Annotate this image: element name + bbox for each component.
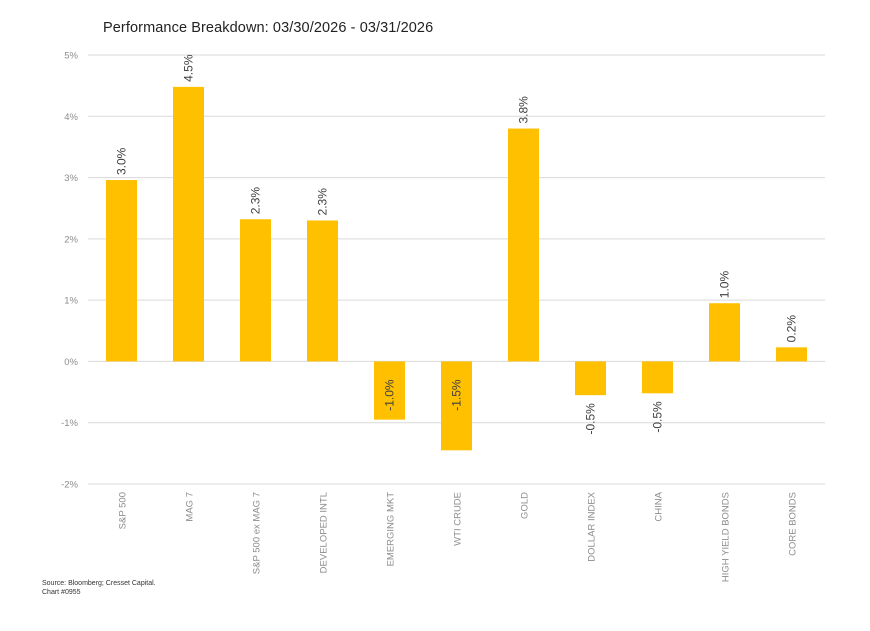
y-tick-label: 3% [64,173,78,184]
x-axis-ticks: S&P 500 MAG 7 S&P 500 ex MAG 7 DEVELOPED IN… [118,491,799,582]
y-tick-label: -2% [61,480,78,491]
bar [642,361,673,394]
data-label: 4.5% [182,54,196,82]
x-tick-label: HIGH YIELD BONDS [721,492,732,582]
data-label: 0.2% [785,315,799,343]
source-note: Source: Bloomberg; Cresset Capital. Char… [42,579,156,597]
bar [709,303,740,362]
data-label: 3.0% [115,147,129,175]
x-tick-label: CHINA [654,491,665,521]
chart-title: Performance Breakdown: 03/30/2026 - 03/3… [103,20,434,36]
data-label: 3.8% [517,96,531,124]
data-label: -0.5% [584,403,598,435]
x-tick-label: S&P 500 [118,492,129,529]
source-line: Source: Bloomberg; Cresset Capital. [42,580,156,587]
y-tick-label: 4% [64,112,78,123]
data-label: -0.5% [651,401,665,433]
bar [307,220,338,362]
y-tick-label: 1% [64,296,78,307]
x-tick-label: S&P 500 ex MAG 7 [252,492,263,574]
bar [776,347,807,362]
data-label: 2.3% [249,187,263,215]
data-labels: 3.0% 4.5% 2.3% 2.3% -1.0% -1.5% 3.8% -0.5% -0.5%… [115,54,799,434]
data-label: 1.0% [718,271,732,299]
bar [173,86,204,362]
x-tick-label: EMERGING MKT [386,492,397,567]
bar [441,361,472,451]
data-label: -1.5% [450,379,464,411]
bar [106,180,137,362]
x-tick-label: DEVELOPED INTL [319,492,330,573]
x-tick-label: DOLLAR INDEX [587,491,598,561]
bar [575,361,606,396]
data-label: -1.0% [383,379,397,411]
chart-number: Chart #0955 [42,589,81,596]
bar [240,219,271,362]
y-tick-label: 0% [64,357,78,368]
data-label: 2.3% [316,188,330,216]
x-tick-label: MAG 7 [185,492,196,522]
x-tick-label: WTI CRUDE [453,492,464,546]
x-tick-label: CORE BONDS [788,492,799,556]
y-axis-ticks: -2% -1% 0% 1% 2% 3% 4% 5% [61,51,78,491]
y-tick-label: 2% [64,234,78,245]
y-tick-label: -1% [61,418,78,429]
bar [508,128,539,362]
bars [106,86,807,451]
bar [374,361,405,420]
x-tick-label: GOLD [520,492,531,519]
y-tick-label: 5% [64,51,78,62]
